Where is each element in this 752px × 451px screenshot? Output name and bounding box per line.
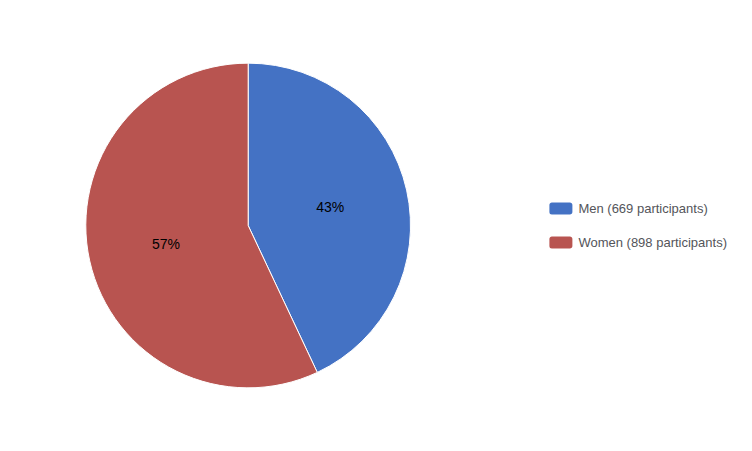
- svg-text:Men (669 participants): Men (669 participants): [578, 201, 707, 216]
- svg-text:57%: 57%: [152, 236, 180, 252]
- svg-text:43%: 43%: [316, 199, 344, 215]
- svg-text:Women (898 participants): Women (898 participants): [578, 235, 727, 250]
